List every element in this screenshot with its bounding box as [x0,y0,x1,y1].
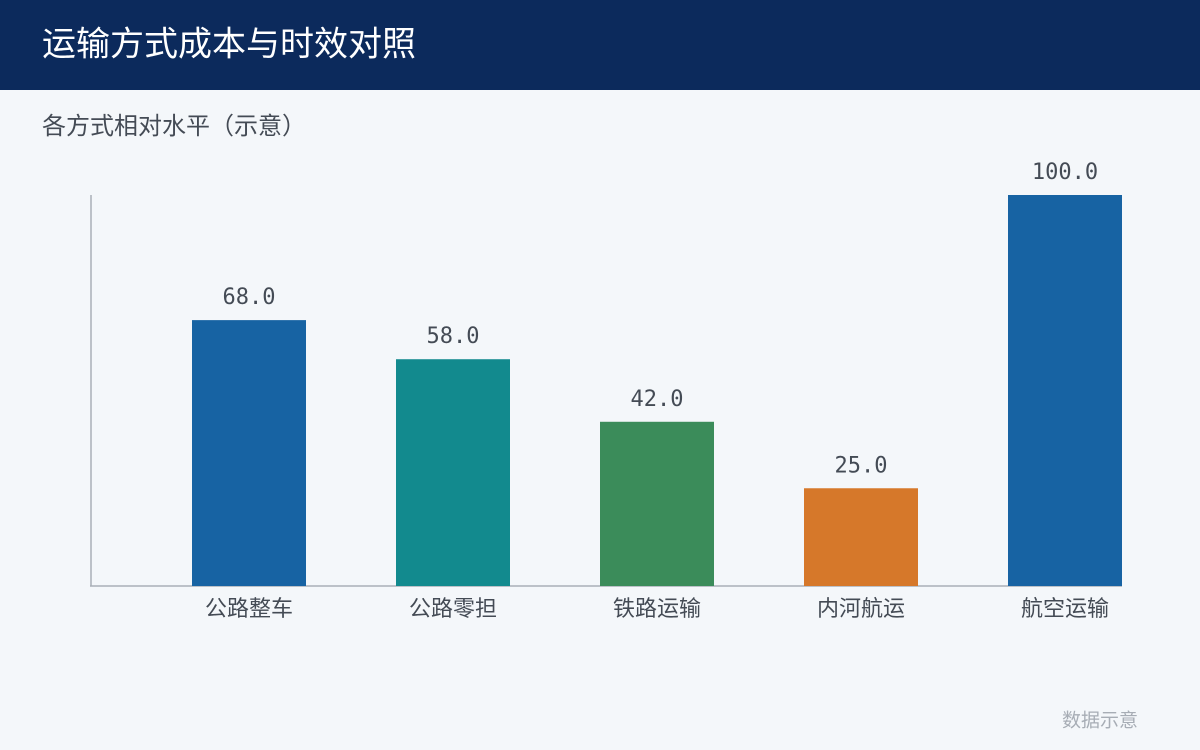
bar [804,488,918,586]
x-tick-label: 航空运输 [1021,597,1109,622]
bar [1008,195,1122,586]
x-tick-label: 公路零担 [409,597,497,622]
value-label: 58.0 [427,324,480,349]
bar [396,359,510,586]
value-label: 100.0 [1032,160,1098,185]
x-tick-label: 内河航运 [817,597,905,622]
x-tick-label: 铁路运输 [613,597,701,622]
value-label: 42.0 [631,387,684,412]
bar [600,421,714,586]
x-tick-label: 公路整车 [205,597,293,622]
value-label: 68.0 [223,285,276,310]
header-bar [0,0,1200,90]
footer-note: 数据示意 [1062,710,1138,732]
chart-subtitle: 各方式相对水平（示意） [42,112,306,140]
bar [192,320,306,586]
chart-title: 运输方式成本与时效对照 [42,25,416,65]
value-label: 25.0 [835,453,888,478]
